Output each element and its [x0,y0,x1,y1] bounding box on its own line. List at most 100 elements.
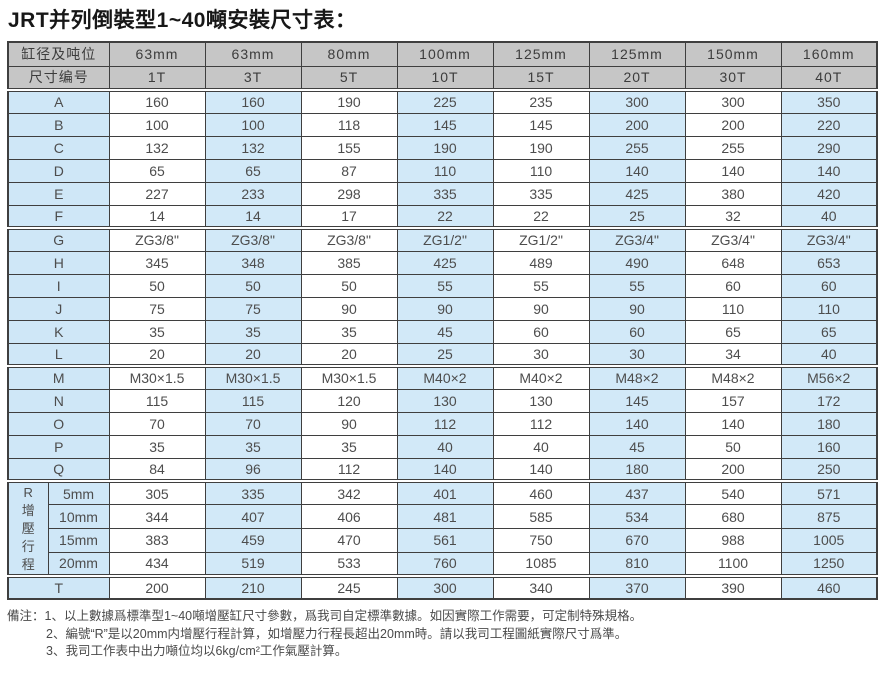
row-label-C: C [7,135,110,160]
value-cell-C-1: 132 [204,135,302,160]
value-cell-N-3: 130 [396,388,494,413]
table-row-N: N 115 115 120 130 130 145 157 172 [7,388,878,413]
value-cell-I-1: 50 [204,273,302,298]
value-cell-20mm-1: 519 [204,551,302,577]
value-cell-Q-7: 250 [780,457,878,482]
value-cell-Q-0: 84 [108,457,206,482]
note-text: 2、編號“R”是以20mm内增壓行程計算，如增壓力行程長超出20mm時。請以我司… [46,626,628,641]
value-cell-T-5: 370 [588,574,686,600]
value-cell-L-1: 20 [204,342,302,367]
row-label-10mm: 10mm [47,504,110,529]
tonnage-header-7: 40T [780,65,878,91]
table-row-K: K 35 35 35 45 60 60 65 65 [7,319,878,344]
value-cell-I-5: 55 [588,273,686,298]
value-cell-K-1: 35 [204,319,302,344]
table-row-T: T 200 210 245 300 340 370 390 460 [7,574,878,600]
table-row-20mm: 20mm 434 519 533 760 1085 810 1100 1250 [8,551,878,577]
value-cell-10mm-3: 481 [396,504,494,529]
row-label-F: F [7,204,110,229]
value-cell-T-2: 245 [300,574,398,600]
value-cell-B-7: 220 [780,112,878,137]
bore-size-header-6: 150mm [684,41,782,67]
value-cell-P-1: 35 [204,434,302,459]
tonnage-header-6: 30T [684,65,782,91]
value-cell-J-5: 90 [588,296,686,321]
value-cell-H-0: 345 [108,250,206,275]
value-cell-T-7: 460 [780,574,878,600]
value-cell-D-1: 65 [204,158,302,183]
value-cell-20mm-4: 1085 [492,551,590,577]
value-cell-I-0: 50 [108,273,206,298]
value-cell-G-0: ZG3/8" [108,226,206,252]
bore-size-header-0: 63mm [108,41,206,67]
bore-size-header-1: 63mm [204,41,302,67]
table-row-15mm: 15mm 383 459 470 561 750 670 988 1005 [8,528,878,553]
value-cell-E-1: 233 [204,181,302,206]
r-label-char: 壓 [21,521,35,536]
bore-size-header-4: 125mm [492,41,590,67]
table-row-G: G ZG3/8" ZG3/8" ZG3/8" ZG1/2" ZG1/2" ZG3/4" ZG3… [7,226,878,252]
value-cell-I-7: 60 [780,273,878,298]
value-cell-N-7: 172 [780,388,878,413]
tonnage-header-3: 10T [396,65,494,91]
value-cell-Q-6: 200 [684,457,782,482]
tonnage-header-4: 15T [492,65,590,91]
table-row-H: H 345 348 385 425 489 490 648 653 [7,250,878,275]
value-cell-B-5: 200 [588,112,686,137]
bore-size-header-2: 80mm [300,41,398,67]
value-cell-F-3: 22 [396,204,494,229]
page: JRT并列倒裝型1~40噸安裝尺寸表： 缸径及吨位 63mm 63mm 80mm 100… [7,9,878,661]
value-cell-D-4: 110 [492,158,590,183]
value-cell-5mm-0: 305 [108,479,206,506]
value-cell-F-1: 14 [204,204,302,229]
value-cell-G-4: ZG1/2" [492,226,590,252]
value-cell-H-3: 425 [396,250,494,275]
value-cell-A-1: 160 [204,88,302,114]
table-row-B: B 100 100 118 145 145 200 200 220 [7,112,878,137]
table-row-F: F 14 14 17 22 22 25 32 40 [7,204,878,229]
value-cell-G-1: ZG3/8" [204,226,302,252]
value-cell-E-6: 380 [684,181,782,206]
value-cell-D-2: 87 [300,158,398,183]
table-row-O: O 70 70 90 112 112 140 140 180 [7,411,878,436]
value-cell-15mm-3: 561 [396,528,494,553]
value-cell-L-3: 25 [396,342,494,367]
note-text: 1、以上數據爲標準型1~40噸增壓缸尺寸參數，爲我司自定標準數據。如因實際工作需… [44,609,643,623]
value-cell-I-6: 60 [684,273,782,298]
value-cell-B-3: 145 [396,112,494,137]
value-cell-B-1: 100 [204,112,302,137]
value-cell-Q-3: 140 [396,457,494,482]
value-cell-G-7: ZG3/4" [780,226,878,252]
value-cell-N-5: 145 [588,388,686,413]
row-label-B: B [7,112,110,137]
notes: 備注：1、以上數據爲標準型1~40噸增壓缸尺寸參數，爲我司自定標準數據。如因實際… [7,608,876,661]
value-cell-C-2: 155 [300,135,398,160]
value-cell-O-1: 70 [204,411,302,436]
value-cell-K-6: 65 [684,319,782,344]
value-cell-C-6: 255 [684,135,782,160]
value-cell-N-1: 115 [204,388,302,413]
value-cell-10mm-1: 407 [204,504,302,529]
value-cell-15mm-4: 750 [492,528,590,553]
row-label-L: L [7,342,110,367]
row-label-15mm: 15mm [47,528,110,553]
table-row-A: A 160 160 190 225 235 300 300 350 [7,88,878,114]
value-cell-O-4: 112 [492,411,590,436]
value-cell-T-4: 340 [492,574,590,600]
value-cell-O-0: 70 [108,411,206,436]
value-cell-P-7: 160 [780,434,878,459]
value-cell-A-5: 300 [588,88,686,114]
value-cell-T-0: 200 [108,574,206,600]
row-label-D: D [7,158,110,183]
value-cell-T-6: 390 [684,574,782,600]
table-row-C: C 132 132 155 190 190 255 255 290 [7,135,878,160]
value-cell-K-4: 60 [492,319,590,344]
value-cell-P-4: 40 [492,434,590,459]
value-cell-I-3: 55 [396,273,494,298]
row-label-O: O [7,411,110,436]
value-cell-A-6: 300 [684,88,782,114]
row-label-K: K [7,319,110,344]
value-cell-N-4: 130 [492,388,590,413]
value-cell-E-7: 420 [780,181,878,206]
